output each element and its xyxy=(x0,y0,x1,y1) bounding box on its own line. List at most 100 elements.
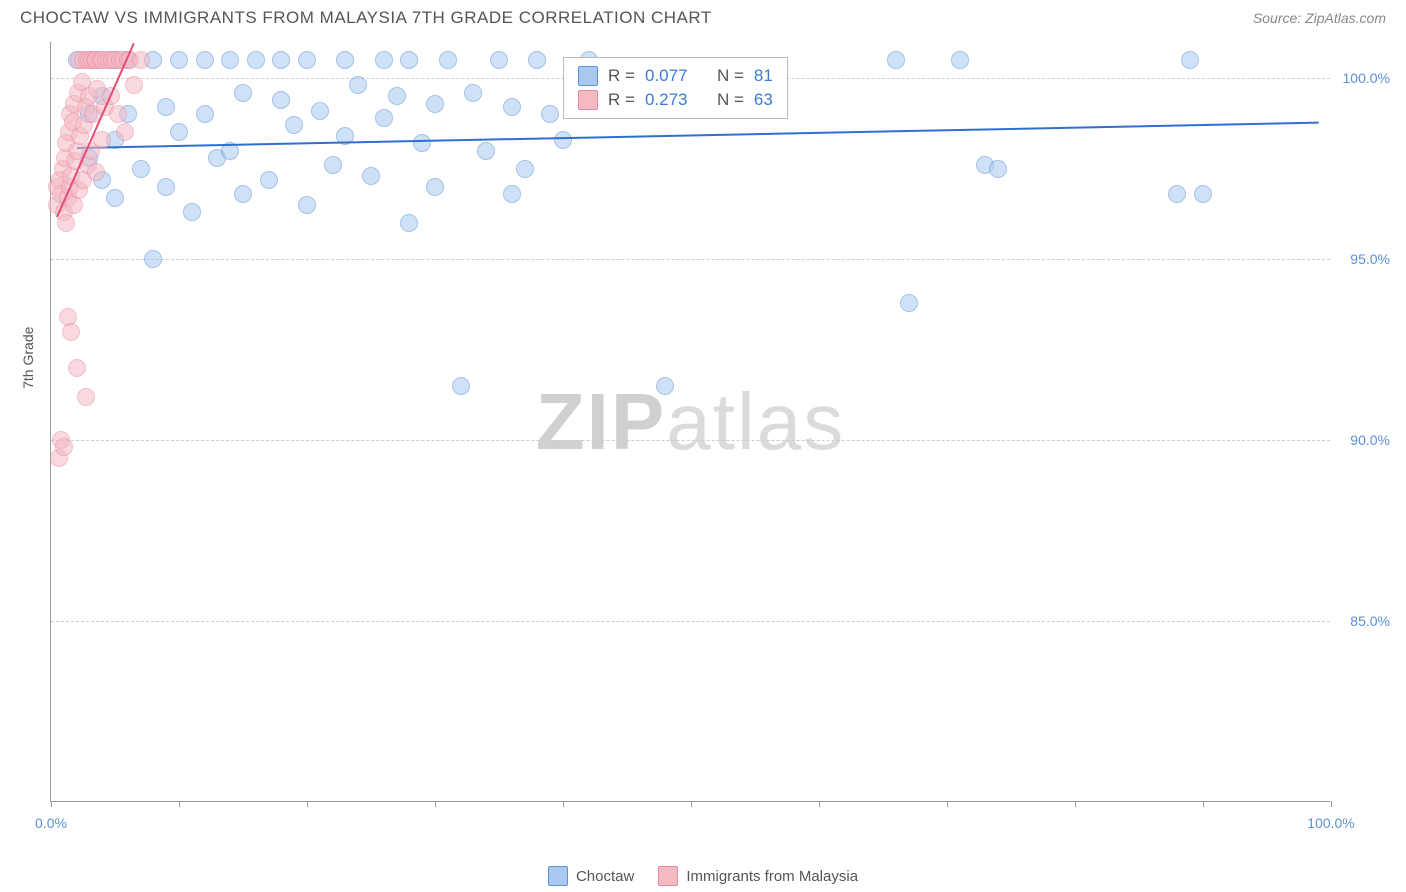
x-tick xyxy=(307,801,308,807)
data-point xyxy=(234,84,252,102)
watermark-atlas: atlas xyxy=(666,377,845,466)
legend-label: Choctaw xyxy=(576,868,634,885)
legend-item: Immigrants from Malaysia xyxy=(658,866,858,886)
data-point xyxy=(656,377,674,395)
trend-line xyxy=(77,122,1319,149)
data-point xyxy=(157,98,175,116)
chart-header: CHOCTAW VS IMMIGRANTS FROM MALAYSIA 7TH … xyxy=(0,0,1406,32)
data-point xyxy=(260,171,278,189)
source-prefix: Source: xyxy=(1253,10,1305,26)
chart-title: CHOCTAW VS IMMIGRANTS FROM MALAYSIA 7TH … xyxy=(20,8,712,28)
n-label: N = xyxy=(717,90,744,110)
data-point xyxy=(116,123,134,141)
legend-label: Immigrants from Malaysia xyxy=(686,868,858,885)
data-point xyxy=(132,51,150,69)
data-point xyxy=(1181,51,1199,69)
data-point xyxy=(477,142,495,160)
legend-swatch xyxy=(548,866,568,886)
stat-row: R =0.273 N =63 xyxy=(578,88,773,112)
r-value: 0.273 xyxy=(645,90,688,110)
data-point xyxy=(311,102,329,120)
y-tick-label: 95.0% xyxy=(1335,251,1390,267)
watermark: ZIPatlas xyxy=(536,376,845,468)
scatter-chart: ZIPatlas 85.0%90.0%95.0%100.0%0.0%100.0%… xyxy=(50,42,1330,802)
source-name: ZipAtlas.com xyxy=(1305,10,1386,26)
data-point xyxy=(554,131,572,149)
data-point xyxy=(132,160,150,178)
data-point xyxy=(439,51,457,69)
data-point xyxy=(989,160,1007,178)
data-point xyxy=(1194,185,1212,203)
x-tick xyxy=(1075,801,1076,807)
data-point xyxy=(57,214,75,232)
data-point xyxy=(62,323,80,341)
data-point xyxy=(298,196,316,214)
data-point xyxy=(234,185,252,203)
data-point xyxy=(336,51,354,69)
x-tick xyxy=(1203,801,1204,807)
data-point xyxy=(106,189,124,207)
x-tick xyxy=(1331,801,1332,807)
n-label: N = xyxy=(717,66,744,86)
data-point xyxy=(87,163,105,181)
data-point xyxy=(349,76,367,94)
x-tick-label: 0.0% xyxy=(35,815,67,831)
r-value: 0.077 xyxy=(645,66,688,86)
data-point xyxy=(528,51,546,69)
data-point xyxy=(516,160,534,178)
data-point xyxy=(125,76,143,94)
data-point xyxy=(157,178,175,196)
data-point xyxy=(452,377,470,395)
data-point xyxy=(272,51,290,69)
data-point xyxy=(400,214,418,232)
data-point xyxy=(426,95,444,113)
gridline xyxy=(51,259,1330,260)
data-point xyxy=(77,388,95,406)
data-point xyxy=(144,250,162,268)
x-tick xyxy=(51,801,52,807)
data-point xyxy=(464,84,482,102)
data-point xyxy=(490,51,508,69)
r-label: R = xyxy=(608,66,635,86)
gridline xyxy=(51,440,1330,441)
x-tick xyxy=(435,801,436,807)
data-point xyxy=(375,51,393,69)
data-point xyxy=(503,98,521,116)
data-point xyxy=(68,359,86,377)
legend-item: Choctaw xyxy=(548,866,634,886)
data-point xyxy=(887,51,905,69)
data-point xyxy=(951,51,969,69)
data-point xyxy=(1168,185,1186,203)
source-attribution: Source: ZipAtlas.com xyxy=(1253,10,1386,26)
data-point xyxy=(400,51,418,69)
data-point xyxy=(388,87,406,105)
data-point xyxy=(362,167,380,185)
data-point xyxy=(375,109,393,127)
gridline xyxy=(51,621,1330,622)
correlation-stats-box: R =0.077 N =81R =0.273 N =63 xyxy=(563,57,788,119)
legend-swatch xyxy=(658,866,678,886)
n-value: 63 xyxy=(754,90,773,110)
x-tick-label: 100.0% xyxy=(1307,815,1354,831)
y-tick-label: 85.0% xyxy=(1335,613,1390,629)
data-point xyxy=(170,123,188,141)
x-tick xyxy=(691,801,692,807)
data-point xyxy=(109,105,127,123)
data-point xyxy=(247,51,265,69)
watermark-zip: ZIP xyxy=(536,377,666,466)
y-tick-label: 100.0% xyxy=(1335,70,1390,86)
y-tick-label: 90.0% xyxy=(1335,432,1390,448)
data-point xyxy=(503,185,521,203)
data-point xyxy=(196,105,214,123)
data-point xyxy=(272,91,290,109)
data-point xyxy=(196,51,214,69)
x-tick xyxy=(179,801,180,807)
data-point xyxy=(170,51,188,69)
data-point xyxy=(221,51,239,69)
stat-row: R =0.077 N =81 xyxy=(578,64,773,88)
series-swatch xyxy=(578,66,598,86)
data-point xyxy=(413,134,431,152)
series-swatch xyxy=(578,90,598,110)
data-point xyxy=(183,203,201,221)
y-axis-label: 7th Grade xyxy=(20,327,36,389)
